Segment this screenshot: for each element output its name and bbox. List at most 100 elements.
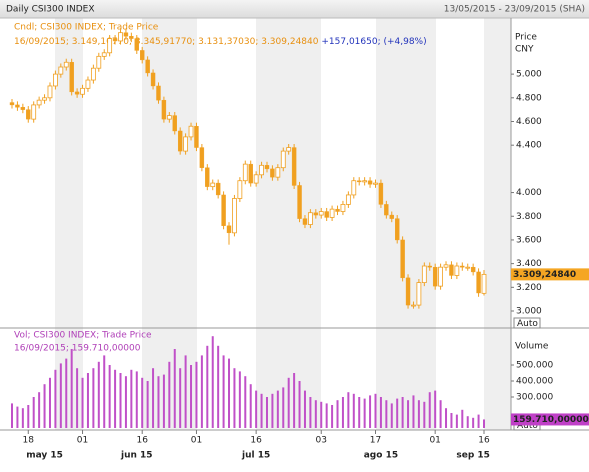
scale-mode[interactable]: Auto [517,421,538,431]
candle-body [242,163,248,182]
volume-bar [21,408,24,428]
candle-body [340,204,346,212]
candle-body [432,266,438,287]
volume-legend: Vol; CSI300 INDEX; Trade Price [14,331,152,341]
candle-body [481,273,487,294]
volume-bar [352,393,355,428]
candle-body [351,180,357,196]
volume-bar [423,401,426,428]
month-label: jun 15 [120,451,153,461]
volume-bar [184,355,187,428]
scale-mode-box[interactable] [513,317,541,329]
candle-body [232,198,237,234]
volume-bar [472,417,475,428]
candle-body [47,85,53,99]
candle-body [291,147,297,186]
current-volume-badge [511,413,589,426]
y-tick-label: 4.400 [516,141,542,151]
volume-bar [119,373,122,428]
volume-bar [211,336,214,428]
volume-bar [152,368,155,428]
candle-body [378,182,384,205]
candle-body [237,180,243,199]
candle-body [248,163,253,184]
volume-bar [195,361,198,428]
x-tick-label: 18 [23,436,35,446]
volume-bar [206,345,209,428]
volume-bar [190,365,193,428]
candle-body [58,66,64,75]
candle-body [460,265,465,268]
x-tick-label: 01 [429,436,440,446]
volume-bar [379,397,382,428]
volume-bar [396,398,399,428]
volume-bar [32,397,35,428]
candle-body [140,50,145,61]
candle-body [20,107,26,110]
volume-bar [358,397,361,428]
candle-body [80,87,85,95]
candle-body [63,61,69,68]
candle-body [264,165,270,170]
y-tick-label: 400.000 [516,377,553,387]
candle-body [145,59,150,74]
candle-body [96,55,102,69]
volume-bar [249,384,252,428]
candle-body [123,32,129,37]
volume-bar [70,349,73,428]
candle-body [427,265,432,268]
candle-body [194,126,199,148]
volume-bar [271,393,274,428]
volume-bar [38,392,41,428]
y-tick-label: 3.200 [516,283,542,293]
volume-bar [341,397,344,428]
candle-body [9,102,15,106]
x-tick-label: 16 [478,436,490,446]
candle-body [280,150,286,169]
volume-bar [179,368,182,428]
candle-body [286,147,292,152]
candle-body [367,180,373,185]
header-bar [0,0,589,18]
header-range: 13/05/2015 - 23/09/2015 (SHA) [444,5,585,15]
candle-body [335,208,340,212]
volume-bar [385,400,388,428]
y-tick-label: 5.000 [516,70,542,80]
scale-mode[interactable]: Auto [517,319,538,329]
candle-body [210,182,216,188]
candle-body [253,174,259,184]
candle-body [324,211,329,218]
volume-bar [27,405,30,428]
volume-bar [130,369,133,428]
volume-bar [401,397,404,428]
x-tick-label: 17 [370,436,381,446]
candle-body [31,104,37,120]
volume-bar [54,369,57,428]
y-axis-unit: CNY [515,45,534,55]
volume-bar [11,403,13,428]
volume-bar [293,373,296,428]
volume-bar [157,376,160,428]
volume-bar [347,392,350,428]
candle-body [362,180,368,183]
candle-body [470,266,476,273]
candle-body [443,264,449,268]
y-tick-label: 3.400 [516,259,542,269]
candle-body [221,194,226,226]
x-tick-label: 16 [136,436,148,446]
candle-body [199,147,205,168]
month-label: jul 15 [241,451,270,461]
volume-bar [450,413,453,428]
volume-bar [466,416,469,428]
price-legend: Cndl; CSI300 INDEX; Trade Price [14,23,159,33]
x-tick-label: 03 [316,436,327,446]
month-label: ago 15 [364,451,398,461]
volume-bar [217,345,220,428]
y-tick-label: 4.000 [516,188,542,198]
candle-body [183,136,189,152]
volume-bar [417,400,420,428]
candle-body [26,109,31,120]
volume-bar [103,355,106,428]
volume-bar [233,368,236,428]
candle-body [275,167,281,178]
